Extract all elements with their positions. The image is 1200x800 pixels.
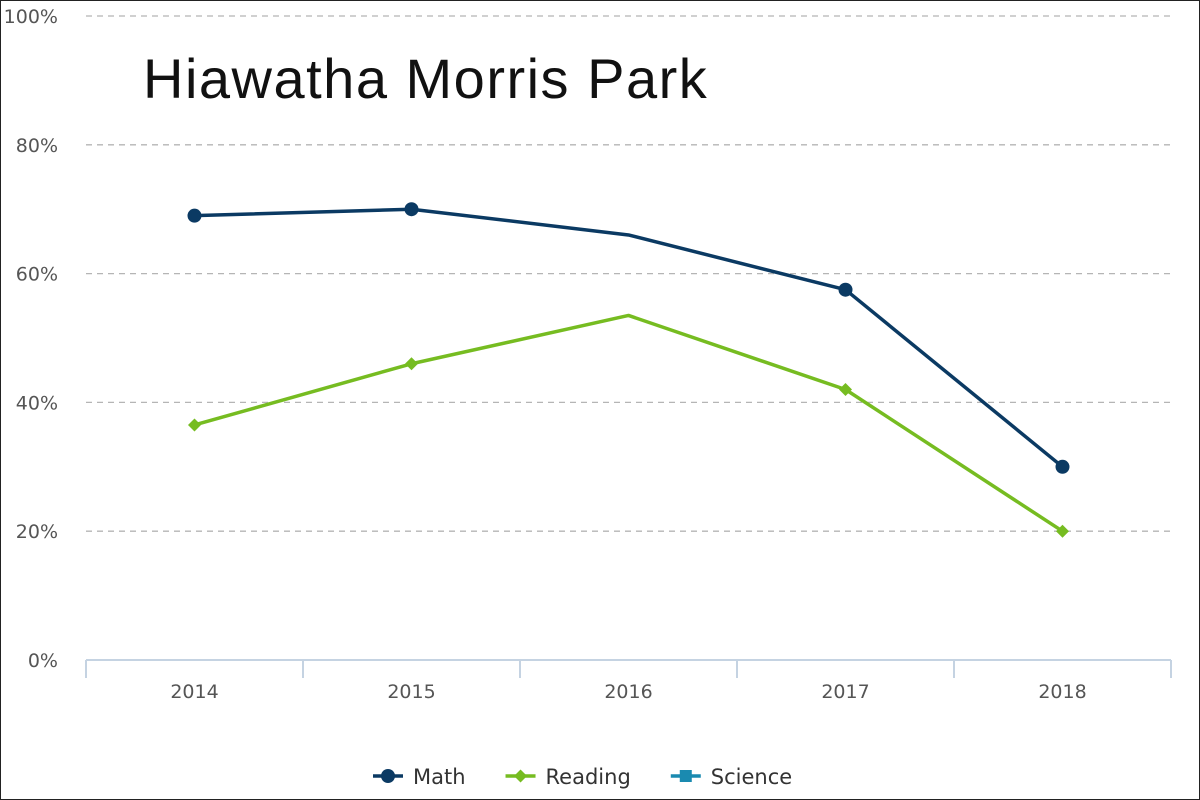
reading-data-point xyxy=(405,357,418,371)
y-tick-labels: 0% 20% 40% 60% 80% 100% xyxy=(4,6,58,672)
math-data-point xyxy=(187,208,202,223)
x-tick-label: 2015 xyxy=(387,681,435,703)
x-tick-label: 2017 xyxy=(821,681,869,703)
chart-title: Hiawatha Morris Park xyxy=(143,47,708,110)
math-data-point xyxy=(1055,459,1070,474)
legend-math-marker xyxy=(381,769,395,783)
reading-data-point xyxy=(839,383,852,397)
x-axis xyxy=(85,659,1172,678)
legend-item-reading: Reading xyxy=(505,765,631,789)
gridlines xyxy=(86,15,1171,532)
reading-data-point xyxy=(1056,524,1069,538)
legend-label: Science xyxy=(711,765,792,789)
legend-label: Math xyxy=(413,765,466,789)
y-tick-label: 40% xyxy=(16,392,58,414)
x-tick-label: 2014 xyxy=(170,681,218,703)
math-data-point xyxy=(838,282,853,297)
legend-reading-marker xyxy=(514,769,528,783)
series-lines xyxy=(187,202,1070,538)
x-tick-label: 2018 xyxy=(1038,681,1086,703)
legend-item-science: Science xyxy=(670,765,792,789)
legend-science-marker xyxy=(679,770,692,782)
y-tick-label: 100% xyxy=(4,6,58,28)
legend-label: Reading xyxy=(546,765,631,789)
math-data-point xyxy=(404,202,419,217)
x-tick-label: 2016 xyxy=(604,681,652,703)
y-tick-label: 0% xyxy=(28,650,58,672)
y-tick-label: 20% xyxy=(16,521,58,543)
reading-series-line xyxy=(194,313,1064,533)
legend: Math Reading Science xyxy=(373,765,792,789)
reading-data-point xyxy=(188,418,201,432)
legend-item-math: Math xyxy=(373,765,466,789)
math-series-line xyxy=(194,207,1064,469)
y-tick-label: 80% xyxy=(16,135,58,157)
y-tick-label: 60% xyxy=(16,264,58,286)
x-tick-labels: 2014 2015 2016 2017 2018 xyxy=(170,681,1086,703)
